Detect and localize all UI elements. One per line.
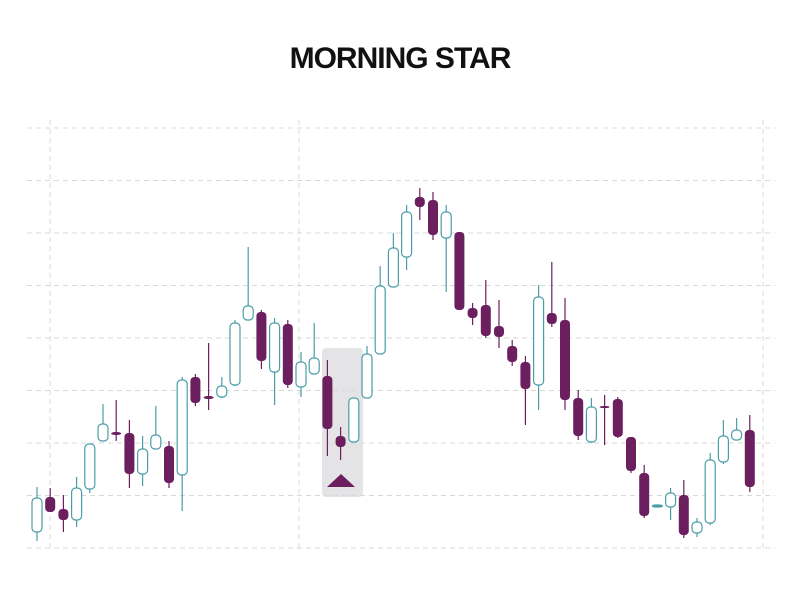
candle-body: [374, 285, 386, 355]
candle-body: [387, 247, 399, 288]
candle-body: [507, 346, 518, 362]
candle-body: [560, 320, 570, 400]
candle-body: [414, 197, 425, 207]
candle-body: [440, 211, 452, 239]
candle-body: [45, 497, 56, 512]
candle-body: [454, 232, 465, 310]
candle-body: [216, 385, 228, 398]
candle-body: [164, 446, 174, 483]
candle-body: [308, 357, 320, 375]
candle-body: [704, 459, 716, 524]
candle-body: [612, 399, 623, 437]
candle-body: [322, 376, 333, 429]
candle-body: [229, 322, 241, 386]
candle-body: [599, 406, 610, 408]
candle-body: [348, 397, 360, 443]
candle-body: [494, 326, 504, 337]
candle-body: [295, 361, 307, 388]
candle-body: [84, 443, 96, 490]
candle-body: [651, 504, 664, 508]
candle-body: [480, 305, 491, 336]
candle-body: [401, 211, 413, 258]
candle-body: [31, 497, 43, 533]
candle-body: [520, 362, 531, 389]
candle-body: [111, 432, 122, 435]
candle-body: [467, 308, 478, 318]
candle-body: [573, 398, 584, 436]
candle-body: [585, 406, 598, 443]
candle-body: [730, 429, 743, 441]
candle-body: [97, 423, 109, 442]
candle-body: [190, 377, 201, 403]
candle-body: [626, 437, 636, 471]
candle-body: [70, 487, 83, 521]
candle-body: [137, 448, 149, 475]
candle-body: [744, 430, 755, 487]
candle-body: [678, 495, 689, 535]
candle-body: [335, 436, 346, 447]
candle-body: [639, 473, 650, 516]
candle-body: [150, 434, 162, 450]
candle-body: [691, 521, 703, 534]
candle-body: [269, 322, 281, 373]
pattern-arrow: [327, 474, 355, 487]
candle-body: [546, 313, 557, 324]
candle-body: [124, 433, 135, 474]
chart-title: MORNING STAR: [290, 42, 512, 75]
candle-body: [361, 353, 373, 399]
candle-body: [282, 324, 293, 385]
candle-body: [203, 396, 214, 399]
candle-body: [428, 200, 438, 235]
candle-body: [664, 492, 677, 508]
candle-body: [717, 435, 730, 463]
candle-body: [242, 305, 254, 321]
candle-body: [58, 509, 69, 520]
candle-body: [256, 312, 267, 361]
candle-body: [532, 296, 545, 386]
candle-body: [176, 379, 188, 476]
